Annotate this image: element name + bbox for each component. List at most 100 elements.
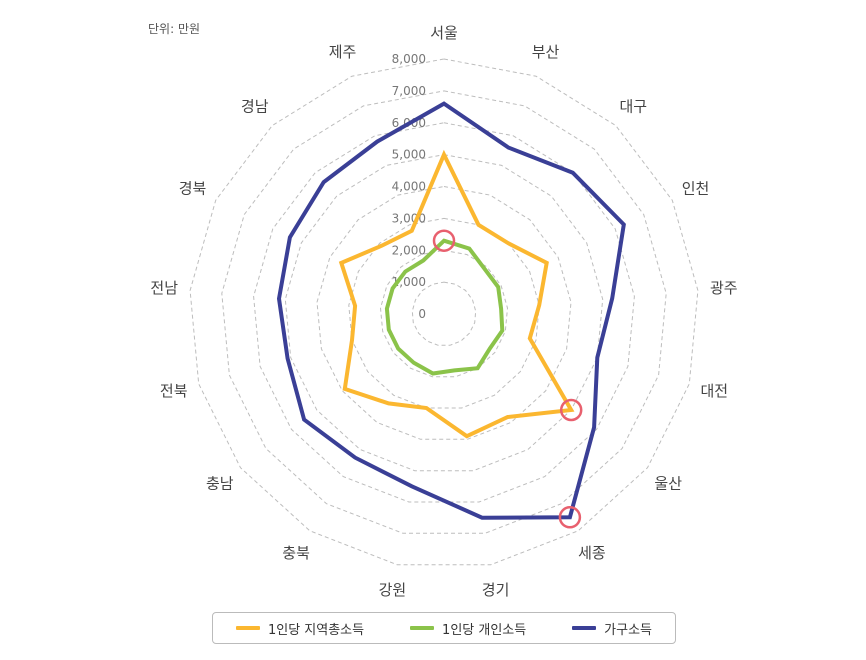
data-point-1-11 bbox=[396, 347, 400, 351]
category-label-5: 대전 bbox=[700, 382, 728, 400]
series-line-2 bbox=[276, 101, 626, 520]
data-point-1-7 bbox=[476, 366, 480, 370]
data-point-0-10 bbox=[387, 401, 391, 405]
data-point-1-13 bbox=[385, 307, 389, 311]
data-point-2-7 bbox=[568, 515, 572, 519]
data-point-1-5 bbox=[500, 329, 504, 333]
category-label-0: 서울 bbox=[430, 24, 458, 42]
tick-label-8: 8,000 bbox=[392, 52, 426, 66]
highlight-circle-2 bbox=[558, 506, 582, 529]
data-point-0-3 bbox=[545, 261, 549, 265]
legend-label-0: 1인당 지역총소득 bbox=[267, 622, 365, 638]
data-point-0-14 bbox=[339, 261, 343, 265]
legend: 1인당 지역총소득 1인당 개인소득 가구소득 bbox=[212, 612, 676, 644]
data-point-0-13 bbox=[353, 304, 357, 308]
data-point-2-14 bbox=[288, 235, 292, 239]
data-point-1-4 bbox=[499, 307, 503, 311]
data-point-1-14 bbox=[391, 286, 395, 290]
series-2 bbox=[276, 101, 626, 520]
data-point-0-8 bbox=[465, 434, 469, 438]
data-point-1-0 bbox=[442, 239, 446, 243]
data-point-1-6 bbox=[488, 347, 492, 351]
data-point-2-0 bbox=[442, 102, 446, 106]
category-label-9: 강원 bbox=[379, 581, 407, 599]
data-point-2-16 bbox=[375, 140, 379, 144]
highlight-markers bbox=[432, 229, 583, 529]
tick-label-2: 2,000 bbox=[392, 243, 426, 257]
data-point-1-1 bbox=[467, 247, 471, 251]
data-point-2-10 bbox=[353, 456, 357, 460]
grid-ring-7 bbox=[221, 90, 667, 534]
category-label-4: 광주 bbox=[710, 279, 738, 297]
data-point-1-16 bbox=[421, 259, 425, 262]
data-point-2-3 bbox=[622, 223, 626, 226]
category-label-1: 부산 bbox=[532, 43, 560, 61]
data-point-0-15 bbox=[380, 244, 384, 248]
category-label-2: 대구 bbox=[619, 97, 647, 115]
legend-item-2: 가구소득 bbox=[572, 619, 652, 638]
tick-label-0: 0 bbox=[418, 307, 426, 321]
data-point-2-11 bbox=[302, 418, 306, 422]
category-label-6: 울산 bbox=[654, 474, 682, 492]
series-0 bbox=[338, 149, 575, 439]
data-point-0-1 bbox=[477, 223, 480, 227]
data-point-0-5 bbox=[528, 336, 532, 340]
data-point-1-3 bbox=[496, 285, 500, 289]
data-point-2-5 bbox=[595, 356, 599, 360]
grid-ring-5 bbox=[284, 154, 604, 472]
data-point-1-10 bbox=[412, 361, 416, 365]
data-point-2-1 bbox=[507, 146, 510, 150]
grid-ring-3 bbox=[348, 217, 540, 409]
data-point-2-15 bbox=[322, 180, 326, 184]
data-point-0-6 bbox=[569, 408, 573, 412]
data-point-0-0 bbox=[442, 153, 446, 157]
data-point-0-11 bbox=[343, 387, 347, 391]
grid-ring-8 bbox=[189, 58, 699, 566]
legend-item-1: 1인당 개인소득 bbox=[410, 619, 526, 638]
category-label-12: 전북 bbox=[160, 382, 188, 400]
legend-swatch-0 bbox=[235, 626, 260, 630]
data-point-2-13 bbox=[277, 297, 281, 301]
tick-label-7: 7,000 bbox=[392, 84, 426, 98]
grid-ring-1 bbox=[411, 281, 477, 346]
data-point-2-8 bbox=[480, 516, 484, 520]
radar-grid bbox=[189, 58, 699, 566]
series-lines bbox=[276, 101, 626, 520]
category-label-3: 인천 bbox=[682, 180, 710, 198]
data-point-2-6 bbox=[592, 425, 596, 429]
data-point-0-9 bbox=[424, 406, 428, 410]
category-label-13: 전남 bbox=[150, 279, 178, 297]
tick-label-4: 4,000 bbox=[392, 180, 426, 194]
data-point-1-15 bbox=[403, 270, 407, 274]
data-point-1-9 bbox=[431, 372, 435, 375]
data-point-2-4 bbox=[610, 296, 614, 300]
legend-item-0: 1인당 지역총소득 bbox=[235, 619, 365, 638]
category-label-11: 충남 bbox=[206, 474, 234, 492]
category-label-7: 세종 bbox=[578, 544, 606, 562]
data-point-2-12 bbox=[286, 357, 290, 360]
category-label-10: 충북 bbox=[282, 544, 310, 562]
data-point-1-2 bbox=[483, 267, 487, 271]
radar-chart: 01,0002,0003,0004,0005,0006,0007,0008,00… bbox=[150, 24, 737, 599]
data-point-1-12 bbox=[387, 328, 391, 332]
legend-label-1: 1인당 개인소득 bbox=[442, 622, 527, 638]
category-label-14: 경북 bbox=[179, 180, 207, 198]
data-point-2-2 bbox=[571, 171, 575, 175]
series-line-1 bbox=[384, 238, 505, 376]
category-label-16: 제주 bbox=[329, 43, 357, 61]
data-point-2-9 bbox=[410, 484, 414, 488]
unit-note: 단위: 만원 bbox=[148, 22, 201, 36]
grid-ring-2 bbox=[379, 249, 509, 378]
data-point-0-4 bbox=[537, 303, 541, 307]
series-line-0 bbox=[338, 149, 575, 439]
data-point-0-2 bbox=[506, 241, 510, 245]
legend-swatch-1 bbox=[410, 626, 435, 630]
highlight-circle-1 bbox=[559, 398, 583, 422]
category-label-8: 경기 bbox=[482, 581, 510, 599]
data-point-0-12 bbox=[350, 338, 354, 342]
legend-label-2: 가구소득 bbox=[604, 622, 653, 638]
legend-swatch-2 bbox=[572, 626, 597, 630]
data-point-1-8 bbox=[453, 368, 456, 372]
highlight-circle-0 bbox=[432, 229, 456, 252]
